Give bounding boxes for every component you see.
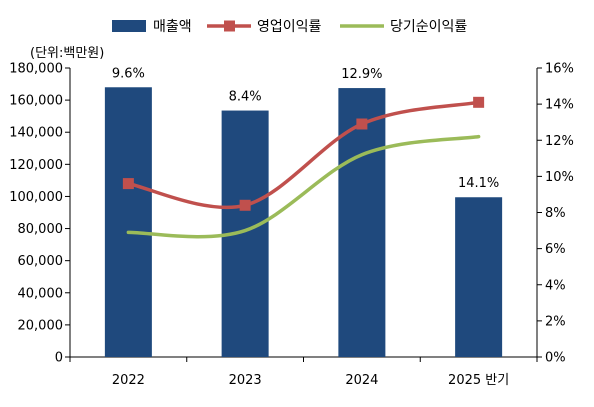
line-series <box>122 96 485 239</box>
y-right-tick-label: 14% <box>545 98 574 113</box>
bar-series <box>104 87 503 358</box>
data-label-4: 14.1% <box>458 176 499 191</box>
x-tick-label: 2022 <box>112 373 145 388</box>
line-marker-2 <box>239 199 251 211</box>
bar-1 <box>104 87 152 358</box>
y-left-tick-label: 60,000 <box>18 254 64 269</box>
data-label-2: 8.4% <box>229 90 262 105</box>
legend-label: 매출액 <box>153 19 192 35</box>
y-left-tick-label: 140,000 <box>9 126 63 141</box>
y-right-tick-label: 6% <box>545 242 566 257</box>
line-series-3 <box>126 134 481 239</box>
y-left-tick-label: 80,000 <box>18 222 64 237</box>
bar-4 <box>455 197 503 357</box>
y-right-tick-label: 16% <box>545 62 574 77</box>
y-left-tick-label: 120,000 <box>9 158 63 173</box>
y-left-tick-label: 20,000 <box>18 318 64 333</box>
legend-label: 당기순이익률 <box>390 19 467 35</box>
y-left-tick-label: 0 <box>55 351 63 366</box>
y-right-tick-label: 0% <box>545 351 566 366</box>
data-label-3: 12.9% <box>341 67 382 82</box>
legend-label: 영업이익률 <box>257 19 322 35</box>
axes: 0 20,000 40,000 60,000 80,000 100,000 120,000 1… <box>9 62 574 389</box>
legend-swatch-marker <box>224 20 235 32</box>
legend-swatch-bar <box>112 20 146 32</box>
line-marker-4 <box>473 96 485 108</box>
y-left-tick-label: 160,000 <box>9 94 63 109</box>
y-right-tick-label: 10% <box>545 170 574 185</box>
line-marker-1 <box>122 178 134 190</box>
line-marker-3 <box>356 118 368 130</box>
y-right-tick-label: 2% <box>545 314 566 329</box>
y-right-tick-label: 4% <box>545 278 566 293</box>
line-series-2 <box>126 100 481 210</box>
x-tick-label: 2024 <box>345 373 378 388</box>
data-label-1: 9.6% <box>112 66 145 81</box>
y-left-tick-label: 180,000 <box>9 62 63 77</box>
x-tick-label: 2023 <box>229 373 262 388</box>
legend: 매출액 영업이익률 당기순이익률 <box>112 19 467 35</box>
y-left-tick-label: 40,000 <box>18 286 64 301</box>
y-right-tick-label: 12% <box>545 134 574 149</box>
y-left-tick-label: 100,000 <box>9 190 63 205</box>
x-tick-label: 2025 반기 <box>448 373 509 388</box>
unit-label: (단위:백만원) <box>30 46 104 61</box>
y-right-tick-label: 8% <box>545 206 566 221</box>
data-labels: 9.6% 8.4% 12.9% 14.1% <box>112 66 499 191</box>
